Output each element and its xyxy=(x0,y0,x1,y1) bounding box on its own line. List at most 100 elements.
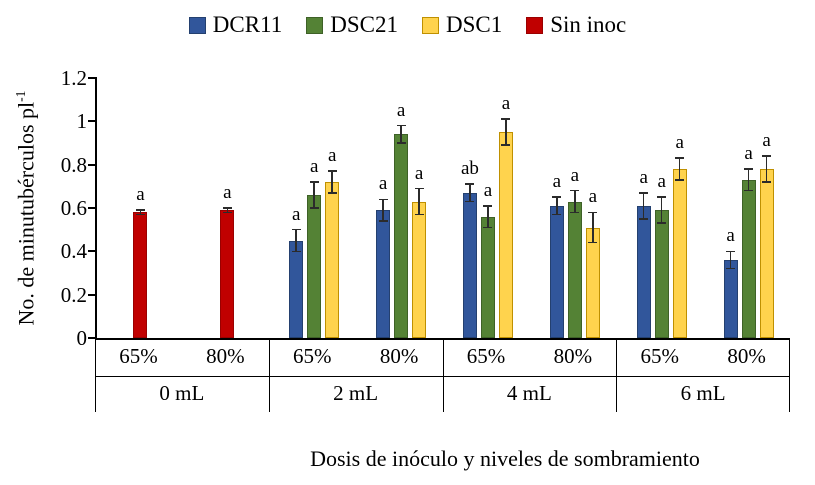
group-separator xyxy=(442,340,444,412)
significance-letter: a xyxy=(483,179,493,201)
error-bar xyxy=(331,171,333,193)
y-tick-label: 0.6 xyxy=(60,196,87,220)
group-separator xyxy=(95,340,96,412)
error-bar-cap-bottom xyxy=(726,267,736,270)
error-bar xyxy=(226,208,229,213)
significance-letter: a xyxy=(570,164,580,186)
legend-swatch xyxy=(188,16,206,34)
error-bar xyxy=(678,158,681,180)
error-bar-cap-bottom xyxy=(291,250,301,253)
error-bar-cap-top xyxy=(552,196,562,198)
bar-dsc1 xyxy=(325,182,340,338)
shade-level-label: 80% xyxy=(727,344,766,368)
error-bar-cap-bottom xyxy=(744,189,754,192)
legend-swatch xyxy=(306,16,324,34)
significance-letter: a xyxy=(744,143,753,164)
error-bar xyxy=(418,188,420,215)
error-bar xyxy=(765,156,768,182)
legend-item-dsc1: DSC1 xyxy=(421,12,502,38)
y-axis-title-text: No. de minutubérculos pl xyxy=(13,101,39,326)
dose-group-label: 4 mL xyxy=(506,381,552,405)
significance-letter: a xyxy=(501,93,511,115)
error-bar-cap-top xyxy=(639,192,649,194)
error-bar xyxy=(747,169,750,191)
bar-dsc1 xyxy=(672,169,687,338)
error-bar-cap-top xyxy=(501,118,511,120)
error-bar-cap-top xyxy=(726,250,736,253)
error-bar-cap-top xyxy=(135,209,145,211)
error-bar-cap-top xyxy=(588,211,598,214)
bar-dcr11 xyxy=(723,260,738,338)
y-tick-mark xyxy=(88,77,97,79)
x-axis-title: Dosis de inóculo y niveles de sombramien… xyxy=(310,446,700,471)
bar-dsc1 xyxy=(585,227,600,338)
significance-letter: a xyxy=(639,166,648,188)
group-separator xyxy=(789,340,790,412)
error-bar xyxy=(313,182,315,208)
y-tick-label: 0 xyxy=(76,326,88,350)
error-bar-cap-bottom xyxy=(762,181,772,183)
shade-level-label: 80% xyxy=(379,344,419,368)
error-bar-cap-bottom xyxy=(570,211,580,214)
y-axis-title-exponent: -1 xyxy=(13,90,28,102)
y-tick-mark xyxy=(88,293,97,296)
error-bar xyxy=(382,199,384,221)
error-bar-cap-top xyxy=(657,196,667,198)
bar-dsc21 xyxy=(654,210,669,338)
error-bar xyxy=(592,212,594,243)
error-bar xyxy=(469,184,471,202)
significance-letter: a xyxy=(762,130,771,151)
plot-area: 0 0.2 0.4 0.6 0.8 1 1.2 a a a a a a a a ab a a a a a a a a a a a xyxy=(61,66,790,350)
y-tick-mark xyxy=(88,337,97,339)
bar-sin-inoc xyxy=(220,210,235,338)
bar-dcr11 xyxy=(376,210,391,338)
dose-group-label: 6 mL xyxy=(680,381,726,405)
group-separator xyxy=(268,340,270,412)
error-bar-cap-bottom xyxy=(222,211,232,214)
error-bar-cap-top xyxy=(483,205,493,207)
error-bar-cap-top xyxy=(675,157,685,159)
bar-dsc21 xyxy=(741,179,756,338)
legend-item-dcr11: DCR11 xyxy=(188,12,282,38)
significance-letter: a xyxy=(327,145,337,167)
bar-dsc1 xyxy=(412,201,427,338)
significance-letter: a xyxy=(396,99,406,121)
error-bar-cap-top xyxy=(762,155,772,157)
error-bar xyxy=(400,125,402,143)
significance-letter: a xyxy=(726,225,735,247)
bar-dsc21 xyxy=(307,195,322,338)
error-bar xyxy=(487,205,489,228)
error-bar-cap-top xyxy=(378,198,388,201)
error-bar-cap-bottom xyxy=(657,222,667,224)
x-axis-category-labels: 65% 80% 0 mL 65% 80% 2 mL 65% 80% 4 mL 65% 80% 6 mL xyxy=(95,340,790,414)
error-bar-cap-bottom xyxy=(135,213,145,216)
bar-dcr11 xyxy=(636,205,651,338)
significance-letter: a xyxy=(309,156,319,177)
y-tick-mark xyxy=(88,120,97,123)
shade-level-label: 80% xyxy=(206,344,245,368)
group-separator xyxy=(616,340,618,412)
error-bar-cap-top xyxy=(396,124,406,127)
error-bar-cap-bottom xyxy=(639,218,649,220)
significance-letter: a xyxy=(223,182,232,203)
significance-letter: a xyxy=(657,171,666,193)
legend-label: Sin inoc xyxy=(550,12,627,37)
significance-letter: a xyxy=(136,184,145,206)
bar-dcr11 xyxy=(549,205,564,338)
y-tick-label: 1 xyxy=(76,109,88,134)
error-bar xyxy=(729,251,732,269)
y-tick-label: 1.2 xyxy=(60,66,87,90)
error-bar-cap-bottom xyxy=(483,226,493,229)
error-bar-cap-bottom xyxy=(588,241,598,244)
significance-letter: ab xyxy=(460,158,479,180)
shade-level-label: 65% xyxy=(466,344,506,368)
error-bar-cap-bottom xyxy=(552,213,562,216)
y-tick-label: 0.8 xyxy=(60,152,87,177)
shade-level-label: 65% xyxy=(640,344,679,368)
y-tick-mark xyxy=(88,250,97,253)
error-bar xyxy=(642,192,645,219)
error-bar-cap-bottom xyxy=(327,192,337,194)
error-bar-cap-bottom xyxy=(378,220,388,222)
shade-level-label: 65% xyxy=(292,344,332,368)
legend-swatch xyxy=(421,16,439,34)
